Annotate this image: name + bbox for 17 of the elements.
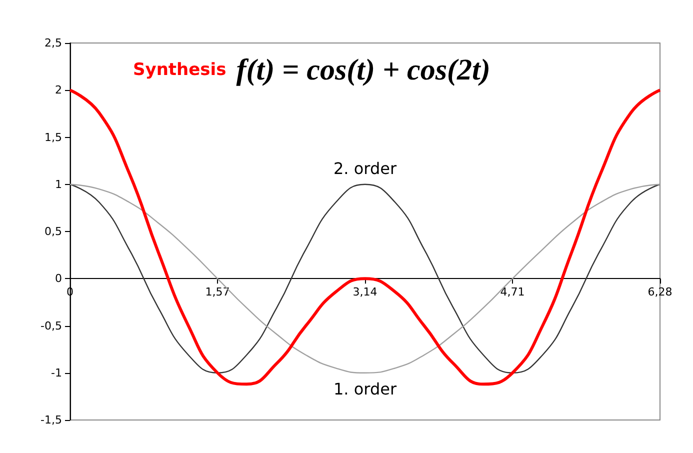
- y-tick-label: 1: [55, 178, 62, 191]
- series-label: 2. order: [333, 158, 397, 178]
- x-tick-label: 4,71: [500, 286, 525, 299]
- y-tick-label: -0,5: [40, 319, 62, 332]
- x-tick-label: 1,57: [205, 286, 230, 299]
- y-tick-label: 1,5: [44, 130, 62, 144]
- y-tick-label: -1,5: [40, 414, 62, 426]
- y-tick-label: -1: [51, 366, 62, 380]
- y-tick-label: 2,5: [44, 36, 62, 50]
- series-label: 1. order: [333, 379, 397, 398]
- chart-title: f(t) = cos(t) + cos(2t): [236, 54, 490, 86]
- x-tick-label: 6,28: [648, 286, 672, 299]
- y-tick-label: 2: [55, 84, 62, 97]
- y-tick-label: 0,5: [44, 225, 62, 238]
- y-tick-label: 0: [55, 272, 62, 286]
- x-tick-label: 3,14: [352, 286, 378, 299]
- text: Synthesis: [133, 60, 226, 80]
